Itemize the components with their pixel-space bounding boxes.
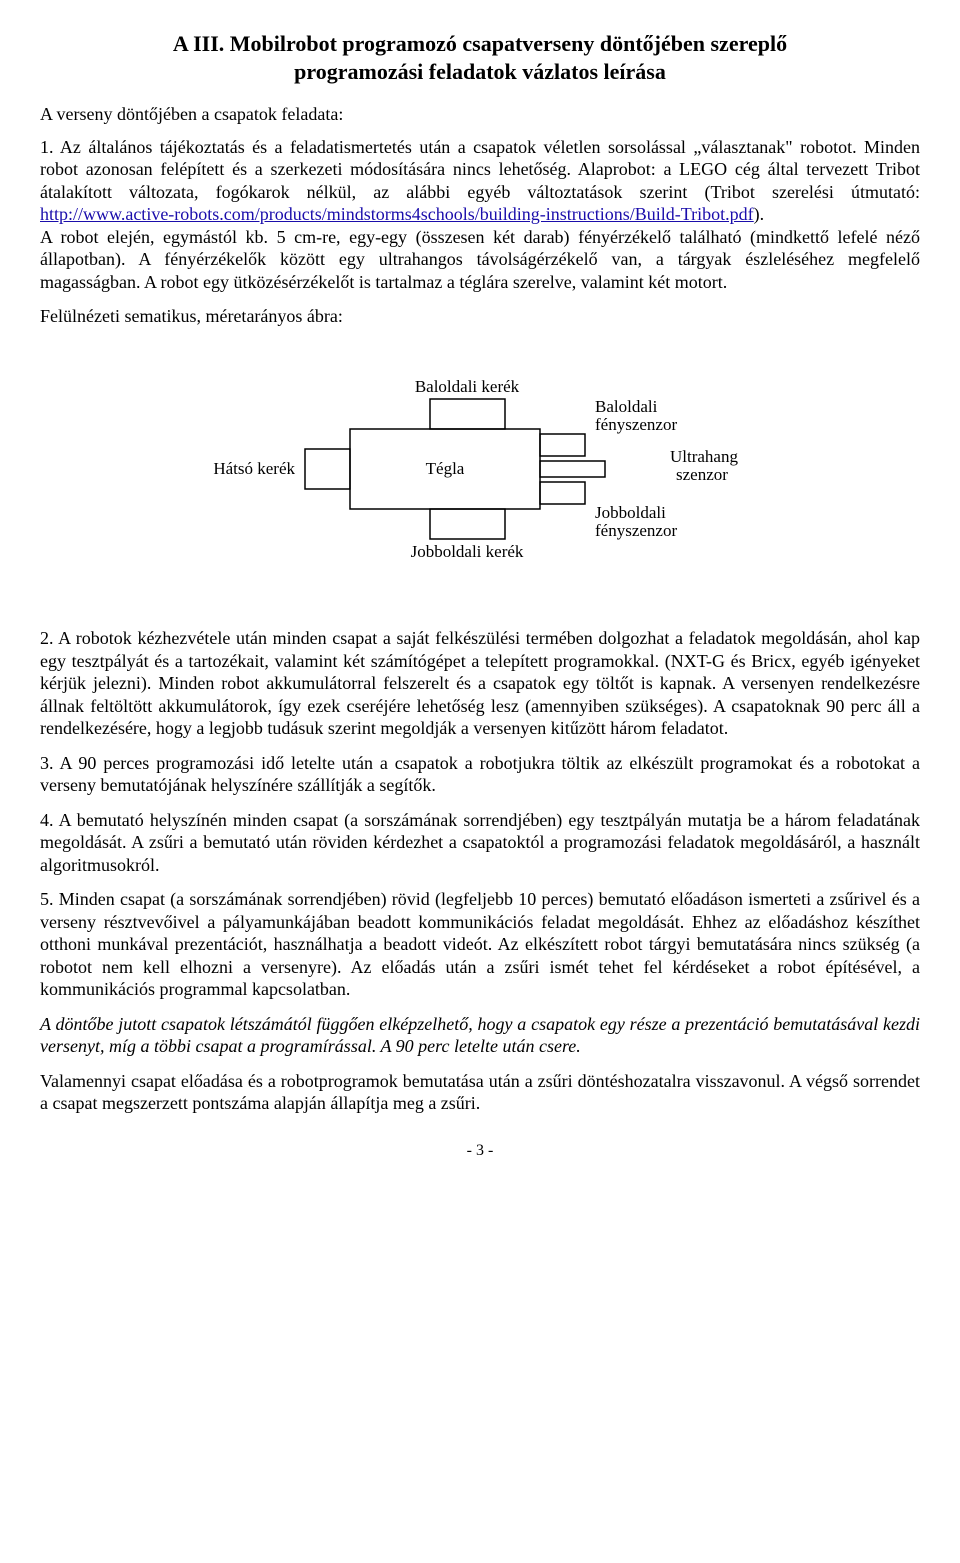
bottom-wheel-rect	[430, 509, 505, 539]
top-light-sensor-label-1: Baloldali	[595, 397, 658, 416]
paragraph-5: 5. Minden csapat (a sorszámának sorrendj…	[40, 888, 920, 1001]
top-wheel-label: Baloldali kerék	[415, 377, 520, 396]
top-light-sensor-label-2: fényszenzor	[595, 415, 677, 434]
p1-tail: ).	[754, 204, 765, 224]
link-text: http://www.active-robots.com/products/mi…	[40, 204, 754, 224]
top-wheel-rect	[430, 399, 505, 429]
paragraph-7: Valamennyi csapat előadása és a robotpro…	[40, 1070, 920, 1115]
title-line-1: A III. Mobilrobot programozó csapatverse…	[173, 31, 787, 56]
p1-continued: A robot elején, egymástól kb. 5 cm-re, e…	[40, 227, 920, 292]
rear-wheel-rect	[305, 449, 350, 489]
top-light-sensor-rect	[540, 434, 585, 456]
bottom-wheel-label: Jobboldali kerék	[411, 542, 524, 561]
paragraph-1: 1. Az általános tájékoztatás és a felada…	[40, 136, 920, 294]
diagram-caption: Felülnézeti sematikus, méretarányos ábra…	[40, 305, 920, 328]
paragraph-2: 2. A robotok kézhezvétele után minden cs…	[40, 627, 920, 740]
page-number: - 3 -	[40, 1141, 920, 1161]
ultrasound-label-1: Ultrahang	[670, 447, 738, 466]
paragraph-6-italic: A döntőbe jutott csapatok létszámától fü…	[40, 1013, 920, 1058]
tribot-instructions-link[interactable]: http://www.active-robots.com/products/mi…	[40, 204, 754, 224]
page-title: A III. Mobilrobot programozó csapatverse…	[40, 30, 920, 85]
bottom-light-sensor-label-1: Jobboldali	[595, 503, 666, 522]
p1-lead: 1. Az általános tájékoztatás és a felada…	[40, 137, 920, 202]
robot-schematic-diagram: Tégla Baloldali kerék Jobboldali kerék H…	[200, 334, 760, 610]
bottom-light-sensor-label-2: fényszenzor	[595, 521, 677, 540]
rear-wheel-label: Hátsó kerék	[213, 459, 295, 478]
section-subhead: A verseny döntőjében a csapatok feladata…	[40, 103, 920, 126]
title-line-2: programozási feladatok vázlatos leírása	[294, 59, 666, 84]
ultrasound-label-2: szenzor	[676, 465, 728, 484]
paragraph-4: 4. A bemutató helyszínén minden csapat (…	[40, 809, 920, 877]
ultrasound-rect	[540, 461, 605, 477]
document-page: A III. Mobilrobot programozó csapatverse…	[0, 0, 960, 1201]
bottom-light-sensor-rect	[540, 482, 585, 504]
paragraph-3: 3. A 90 perces programozási idő letelte …	[40, 752, 920, 797]
brick-label: Tégla	[426, 459, 465, 478]
